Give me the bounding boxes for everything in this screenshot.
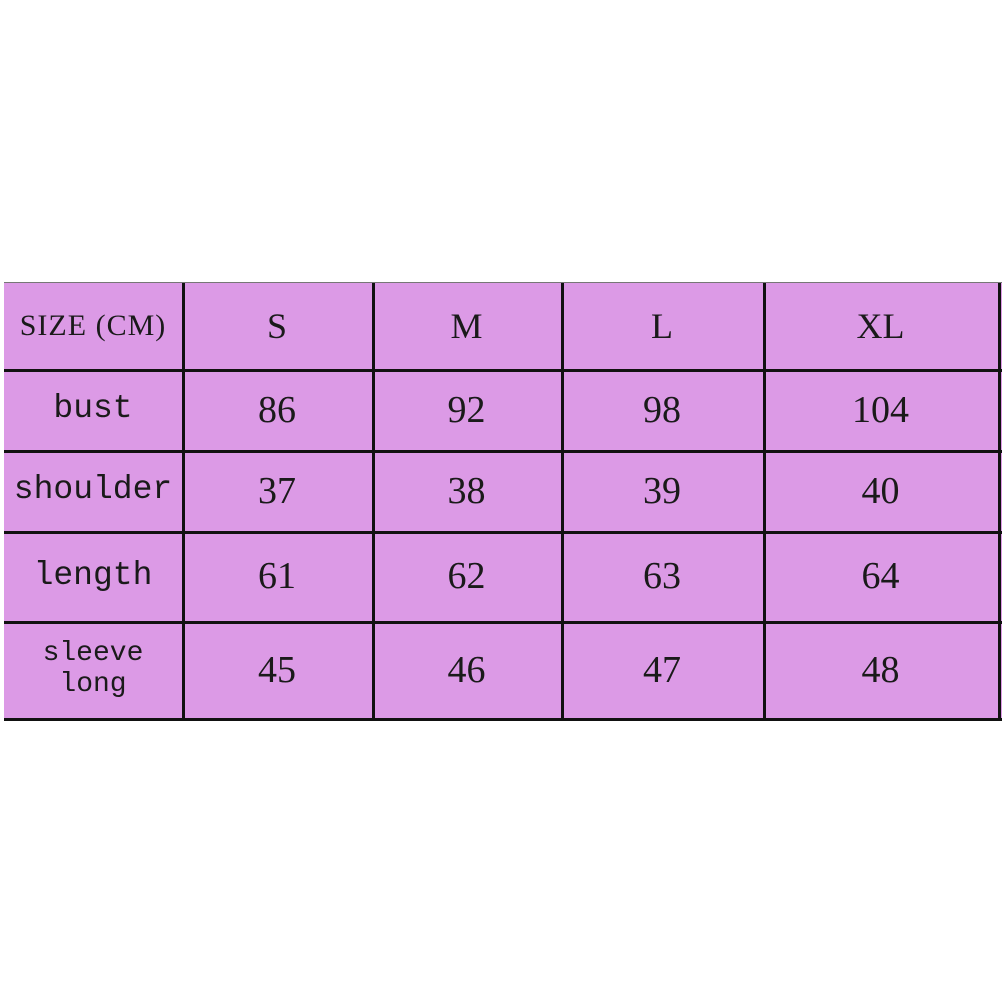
row-divider bbox=[4, 718, 1002, 721]
table-cell: 40 bbox=[861, 469, 900, 512]
table-cell: 39 bbox=[643, 469, 681, 512]
table-cell: 98 bbox=[643, 388, 681, 431]
table-cell: 38 bbox=[447, 469, 486, 512]
row-divider bbox=[4, 621, 1002, 624]
table-cell: 46 bbox=[447, 648, 486, 691]
table-cell: 37 bbox=[258, 469, 296, 512]
column-divider bbox=[998, 283, 1001, 720]
header-size-2: M bbox=[450, 306, 483, 346]
header-size-1: S bbox=[266, 306, 288, 346]
column-divider bbox=[372, 283, 375, 720]
row-label-line: sleeve bbox=[42, 637, 144, 669]
row-label: sleeve long bbox=[4, 621, 182, 718]
table-cell: 62 bbox=[447, 555, 486, 597]
row-label: length bbox=[33, 556, 153, 594]
header-size-4: XL bbox=[856, 306, 905, 346]
column-divider bbox=[182, 283, 185, 720]
column-divider bbox=[561, 283, 564, 720]
row-label: bust bbox=[53, 390, 133, 428]
header-size-3: L bbox=[651, 306, 673, 346]
table-cell: 86 bbox=[258, 388, 296, 431]
table-cell: 64 bbox=[861, 555, 900, 597]
row-divider bbox=[4, 369, 1002, 372]
table-cell: 48 bbox=[861, 648, 900, 691]
row-label-line: long bbox=[59, 668, 127, 700]
table-cell: 45 bbox=[258, 648, 296, 691]
table-cell: 104 bbox=[852, 388, 909, 431]
row-label: shoulder bbox=[13, 471, 173, 509]
table-cell: 63 bbox=[643, 555, 681, 597]
row-divider bbox=[4, 531, 1002, 534]
table-cell: 61 bbox=[258, 555, 296, 597]
size-chart-table: SIZE (CM) S M L XL bust 86 92 98 104 shoulder 37 38 3… bbox=[4, 282, 1002, 721]
table-cell: 47 bbox=[643, 648, 681, 691]
column-divider bbox=[763, 283, 766, 720]
row-divider bbox=[4, 450, 1002, 453]
header-size-label: SIZE (CM) bbox=[19, 309, 167, 342]
table-cell: 92 bbox=[447, 388, 486, 431]
